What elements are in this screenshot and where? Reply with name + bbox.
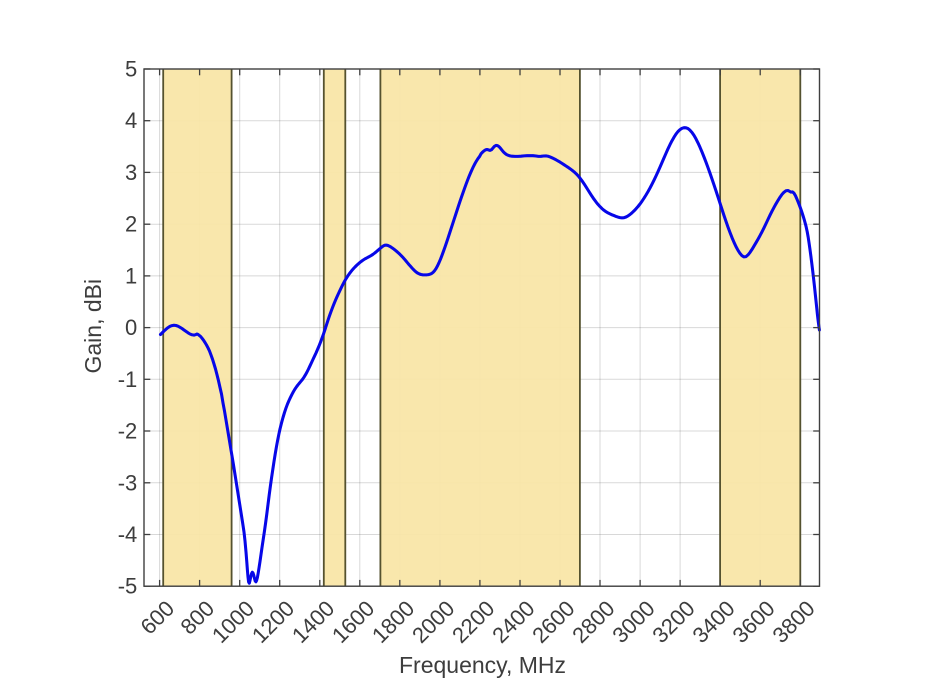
svg-text:Frequency, MHz: Frequency, MHz [399,652,566,678]
svg-text:-5: -5 [118,574,138,599]
svg-text:2: 2 [125,212,137,237]
svg-text:3: 3 [125,160,137,185]
svg-text:-2: -2 [118,419,138,444]
svg-text:4: 4 [125,108,137,133]
svg-text:-1: -1 [118,367,138,392]
svg-text:-4: -4 [118,522,138,547]
svg-text:1: 1 [125,263,137,288]
svg-text:Gain, dBi: Gain, dBi [80,279,106,374]
svg-text:5: 5 [125,57,137,82]
svg-text:0: 0 [125,315,137,340]
svg-text:-3: -3 [118,470,138,495]
